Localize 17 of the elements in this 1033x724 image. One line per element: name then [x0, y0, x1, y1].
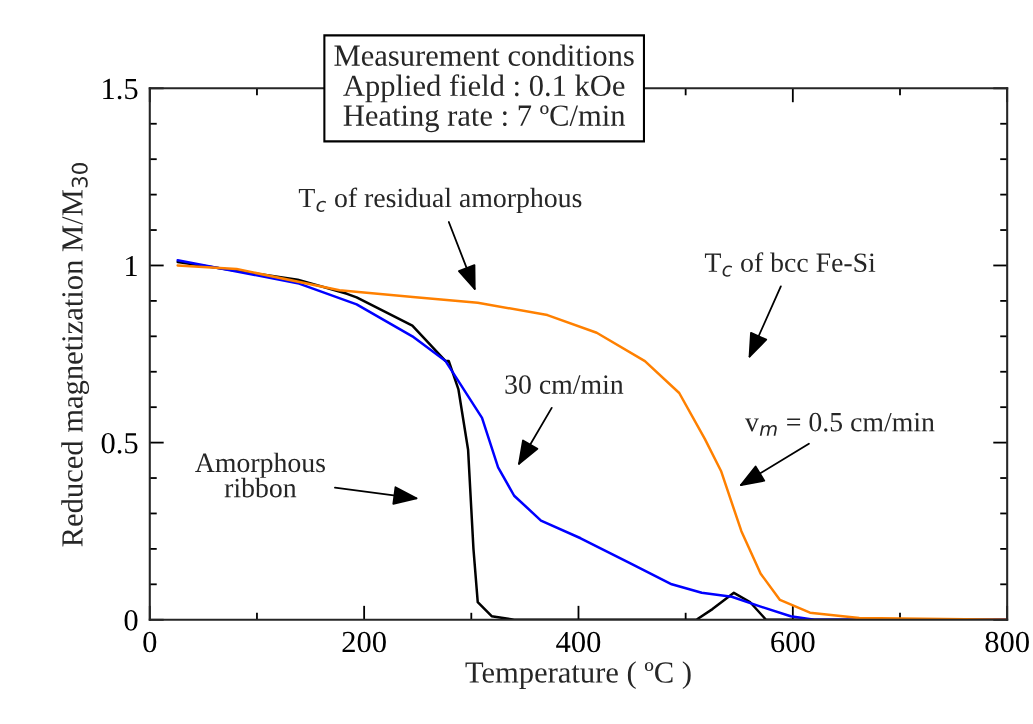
- x-tick-label: 800: [985, 631, 1029, 653]
- y-tick-label: 0.5: [101, 432, 138, 454]
- annotation: Measurement conditions Applied field : 0.1 kOe Heating rate : 7 ºC/min: [334, 44, 634, 133]
- x-tick-label: 400: [556, 631, 601, 653]
- x-axis-title: Temperature ( ºC ): [465, 661, 691, 690]
- annotation: T$_{c}$ of bcc Fe-Si: [704, 252, 876, 277]
- annotation: Amorphous ribbon: [195, 452, 325, 498]
- x-tick-label: 200: [342, 631, 386, 653]
- y-axis-title: Reduced magnetization M/M$_{30}$: [61, 163, 90, 547]
- annotation: v$_{m}$ = 0.5 cm/min: [744, 412, 935, 436]
- x-tick-label: 600: [771, 631, 815, 653]
- y-tick-label: 1: [126, 255, 137, 277]
- annotation: 30 cm/min: [505, 375, 624, 394]
- annotation: T$_{c}$ of residual amorphous: [298, 187, 582, 214]
- y-tick-label: 1.5: [103, 78, 138, 100]
- y-tick-label: 0: [124, 610, 138, 631]
- x-tick-label: 0: [143, 631, 157, 653]
